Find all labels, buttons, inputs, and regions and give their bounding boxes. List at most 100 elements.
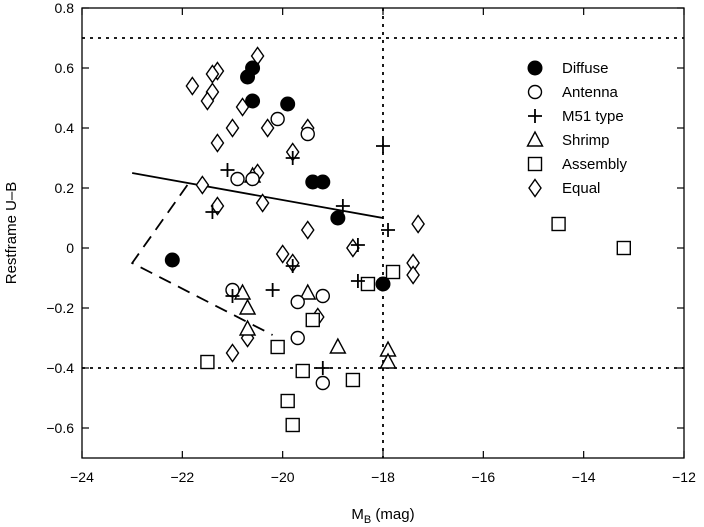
axis-ticks: [81, 7, 685, 458]
legend-marker: [526, 130, 544, 147]
x-axis-label-main: M: [351, 506, 364, 523]
data-points: [164, 46, 631, 433]
x-tick-label: −24: [70, 469, 94, 485]
data-point: [285, 151, 300, 165]
data-point: [195, 175, 210, 195]
data-point: [225, 343, 240, 363]
data-point: [245, 93, 261, 109]
data-point: [305, 312, 320, 328]
y-tick-label: 0.8: [55, 0, 75, 16]
data-point: [300, 220, 315, 240]
data-point: [265, 283, 280, 297]
x-tick-label: −14: [572, 469, 596, 485]
data-point: [238, 319, 257, 336]
y-tick-label: 0.2: [55, 180, 75, 196]
data-point: [330, 210, 346, 226]
data-point: [551, 216, 566, 232]
legend-label: Shrimp: [562, 132, 610, 149]
legend-marker: [528, 109, 542, 123]
data-point: [315, 288, 330, 304]
data-point: [285, 417, 300, 433]
region-and-fit: [130, 172, 384, 336]
x-axis-label-unit: (mag): [371, 506, 414, 523]
legend-label: M51 type: [562, 108, 624, 125]
legend: Diffuse Antenna M51 type Shrimp Assembly Equa…: [526, 60, 628, 198]
data-point: [345, 372, 361, 388]
data-point: [381, 223, 396, 237]
data-point: [200, 354, 215, 370]
data-point: [225, 118, 240, 138]
tick-labels: −24 −22 −20 −18 −16 −14 −12 −0.6 −0.4 −0.2 0 0.2 0.4…: [46, 0, 696, 485]
data-point: [299, 283, 317, 300]
data-point: [360, 276, 376, 292]
data-point: [245, 171, 260, 187]
data-point: [240, 69, 256, 85]
data-point: [270, 339, 285, 355]
data-point: [205, 205, 220, 219]
y-tick-label: −0.2: [46, 300, 74, 316]
data-point: [379, 352, 397, 369]
series-diffuse: [164, 60, 391, 292]
data-point: [275, 244, 290, 264]
data-point: [230, 171, 245, 187]
data-point: [406, 265, 420, 285]
data-point: [350, 274, 365, 288]
data-point: [375, 276, 391, 292]
x-tick-label: −20: [271, 469, 295, 485]
legend-label: Equal: [562, 180, 600, 197]
data-point: [616, 240, 631, 256]
x-axis-label: MB (mag): [351, 506, 414, 526]
x-tick-label: −12: [672, 469, 696, 485]
x-tick-label: −22: [170, 469, 194, 485]
legend-marker: [527, 156, 543, 172]
data-point: [290, 294, 305, 310]
data-point: [210, 196, 225, 216]
reference-lines: [82, 8, 684, 458]
data-point: [238, 298, 257, 315]
x-tick-label: −16: [471, 469, 495, 485]
data-point: [270, 111, 285, 127]
y-tick-label: 0.6: [55, 60, 75, 76]
data-point: [185, 76, 200, 96]
series-assembly: [200, 216, 631, 433]
data-point: [200, 91, 215, 111]
legend-marker: [527, 84, 543, 100]
data-point: [210, 133, 225, 153]
data-point: [315, 174, 331, 190]
y-axis-label: Restframe U–B: [3, 182, 20, 285]
data-point: [295, 363, 310, 379]
data-point: [411, 214, 425, 234]
x-tick-label: −18: [371, 469, 395, 485]
data-point: [335, 199, 350, 213]
fit-line: [132, 172, 384, 219]
data-point: [290, 330, 305, 346]
y-tick-label: −0.4: [46, 360, 74, 376]
data-point: [329, 337, 347, 354]
legend-label: Antenna: [562, 84, 619, 101]
series-shrimp: [233, 166, 397, 369]
dashed-region-outline: [130, 184, 274, 336]
y-tick-label: −0.6: [46, 420, 74, 436]
data-point: [300, 126, 315, 142]
data-point: [164, 252, 180, 268]
legend-label: Diffuse: [562, 60, 608, 77]
data-point: [255, 193, 270, 213]
legend-marker: [528, 178, 542, 198]
data-point: [285, 259, 300, 273]
legend-marker: [527, 60, 543, 76]
data-point: [280, 96, 296, 112]
y-tick-label: 0.4: [55, 120, 75, 136]
data-point: [225, 289, 240, 303]
data-point: [260, 118, 275, 138]
data-point: [350, 238, 365, 252]
data-point: [376, 139, 390, 153]
data-point: [220, 163, 235, 177]
data-point: [280, 393, 295, 409]
series-antenna: [225, 111, 330, 391]
x-axis-label-subscript: B: [364, 514, 371, 526]
series-m51-type: [205, 139, 396, 375]
legend-label: Assembly: [562, 156, 628, 173]
data-point: [385, 264, 401, 280]
y-tick-label: 0: [66, 240, 74, 256]
